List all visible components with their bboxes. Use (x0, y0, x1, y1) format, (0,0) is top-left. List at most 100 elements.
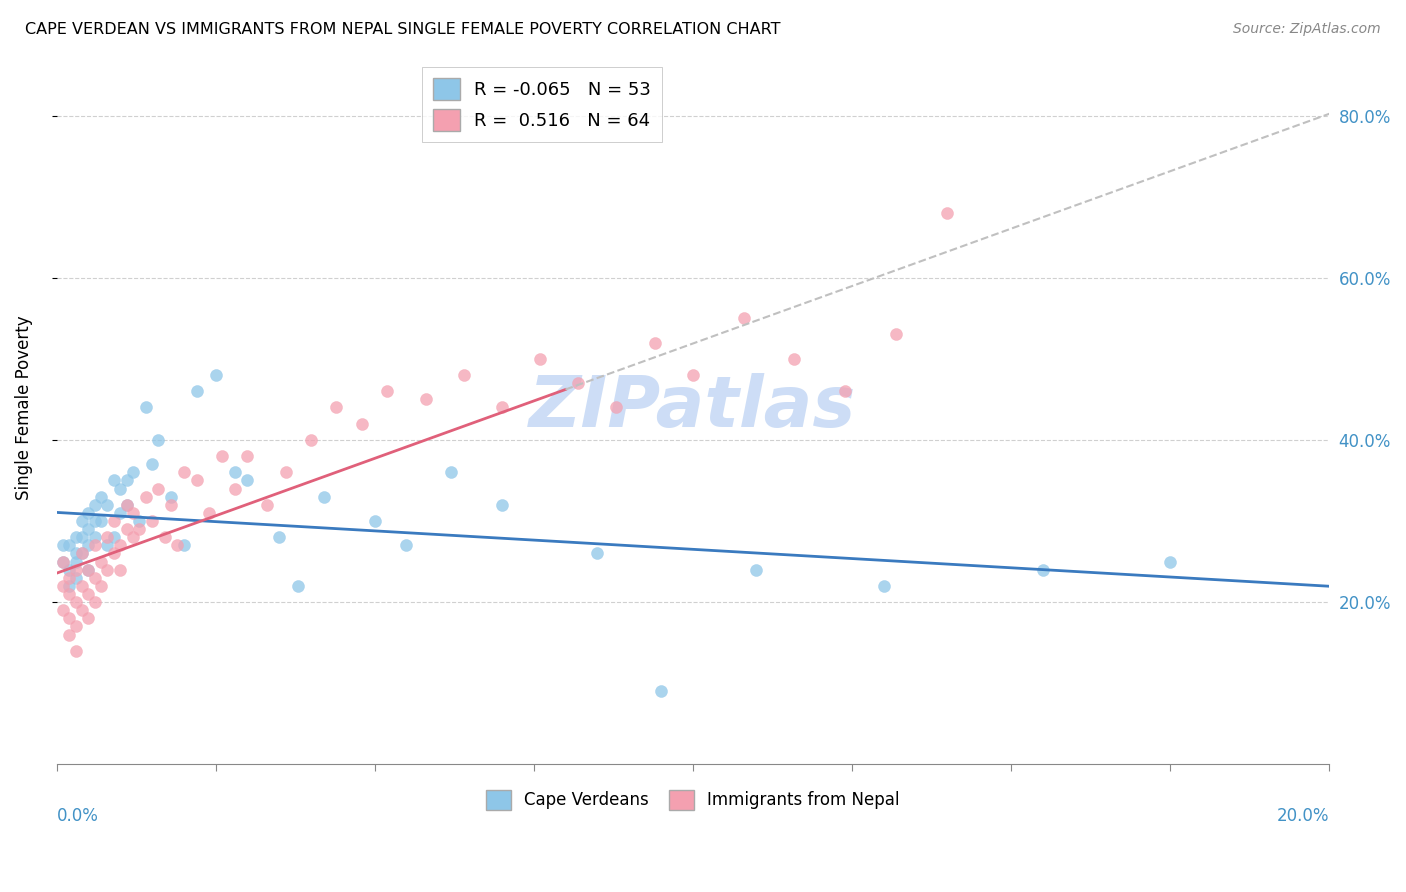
Point (224, 466, 246, 480)
Point (70, 514, 93, 528)
Point (83, 514, 105, 528)
Point (186, 474, 208, 488)
Point (110, 506, 132, 520)
Text: ZIPatlas: ZIPatlas (529, 373, 856, 442)
Point (153, 530, 176, 544)
Point (274, 466, 297, 480)
Point (395, 538, 418, 552)
Point (148, 482, 170, 496)
Point (135, 490, 157, 504)
Point (173, 538, 195, 552)
Point (83, 595, 105, 609)
Point (363, 514, 385, 528)
Point (58, 571, 80, 585)
Point (186, 384, 208, 399)
Point (58, 563, 80, 577)
Point (115, 498, 138, 512)
Point (644, 335, 666, 350)
Point (115, 522, 138, 536)
Point (77, 522, 100, 536)
Point (110, 538, 132, 552)
Point (65, 563, 87, 577)
Point (936, 206, 959, 220)
Point (269, 530, 291, 544)
Point (211, 449, 233, 463)
Point (745, 563, 768, 577)
Text: 20.0%: 20.0% (1277, 807, 1329, 825)
Point (103, 474, 125, 488)
Point (96, 530, 118, 544)
Point (52, 603, 75, 617)
Point (236, 449, 259, 463)
Point (135, 401, 157, 415)
Point (128, 522, 150, 536)
Point (312, 490, 335, 504)
Point (58, 579, 80, 593)
Point (650, 684, 672, 698)
Point (682, 368, 704, 382)
Point (83, 498, 105, 512)
Point (198, 506, 221, 520)
Point (148, 433, 170, 447)
Point (110, 482, 132, 496)
Point (83, 571, 105, 585)
Point (141, 457, 163, 471)
Point (52, 555, 75, 569)
Point (529, 351, 551, 366)
Point (160, 490, 183, 504)
Point (122, 530, 145, 544)
Point (567, 376, 589, 391)
Point (70, 546, 93, 560)
Point (58, 611, 80, 625)
Point (52, 555, 75, 569)
Point (96, 563, 118, 577)
Point (350, 417, 373, 431)
Point (834, 384, 856, 399)
Point (287, 579, 309, 593)
Point (70, 530, 93, 544)
Point (65, 546, 87, 560)
Point (440, 466, 463, 480)
Point (128, 514, 150, 528)
Point (377, 384, 399, 399)
Point (122, 466, 145, 480)
Point (453, 368, 475, 382)
Point (103, 546, 125, 560)
Point (299, 433, 322, 447)
Point (90, 514, 112, 528)
Point (77, 611, 100, 625)
Text: CAPE VERDEAN VS IMMIGRANTS FROM NEPAL SINGLE FEMALE POVERTY CORRELATION CHART: CAPE VERDEAN VS IMMIGRANTS FROM NEPAL SI… (25, 22, 780, 37)
Point (325, 401, 347, 415)
Point (122, 506, 145, 520)
Point (110, 563, 132, 577)
Point (77, 587, 100, 601)
Point (58, 627, 80, 641)
Point (166, 538, 188, 552)
Point (77, 563, 100, 577)
Point (204, 368, 226, 382)
Legend: Cape Verdeans, Immigrants from Nepal: Cape Verdeans, Immigrants from Nepal (479, 783, 907, 816)
Point (70, 603, 93, 617)
Point (586, 546, 609, 560)
Point (65, 530, 87, 544)
Point (173, 466, 195, 480)
Point (160, 498, 183, 512)
Point (605, 401, 627, 415)
Point (77, 563, 100, 577)
Text: Source: ZipAtlas.com: Source: ZipAtlas.com (1233, 22, 1381, 37)
Point (65, 571, 87, 585)
Point (90, 555, 112, 569)
Point (224, 482, 246, 496)
Point (783, 351, 806, 366)
Point (733, 311, 755, 326)
Text: 0.0%: 0.0% (56, 807, 98, 825)
Point (115, 474, 138, 488)
Point (884, 327, 907, 342)
Point (491, 498, 513, 512)
Point (77, 506, 100, 520)
Point (77, 538, 100, 552)
Point (58, 587, 80, 601)
Point (70, 546, 93, 560)
Point (65, 644, 87, 658)
Point (83, 530, 105, 544)
